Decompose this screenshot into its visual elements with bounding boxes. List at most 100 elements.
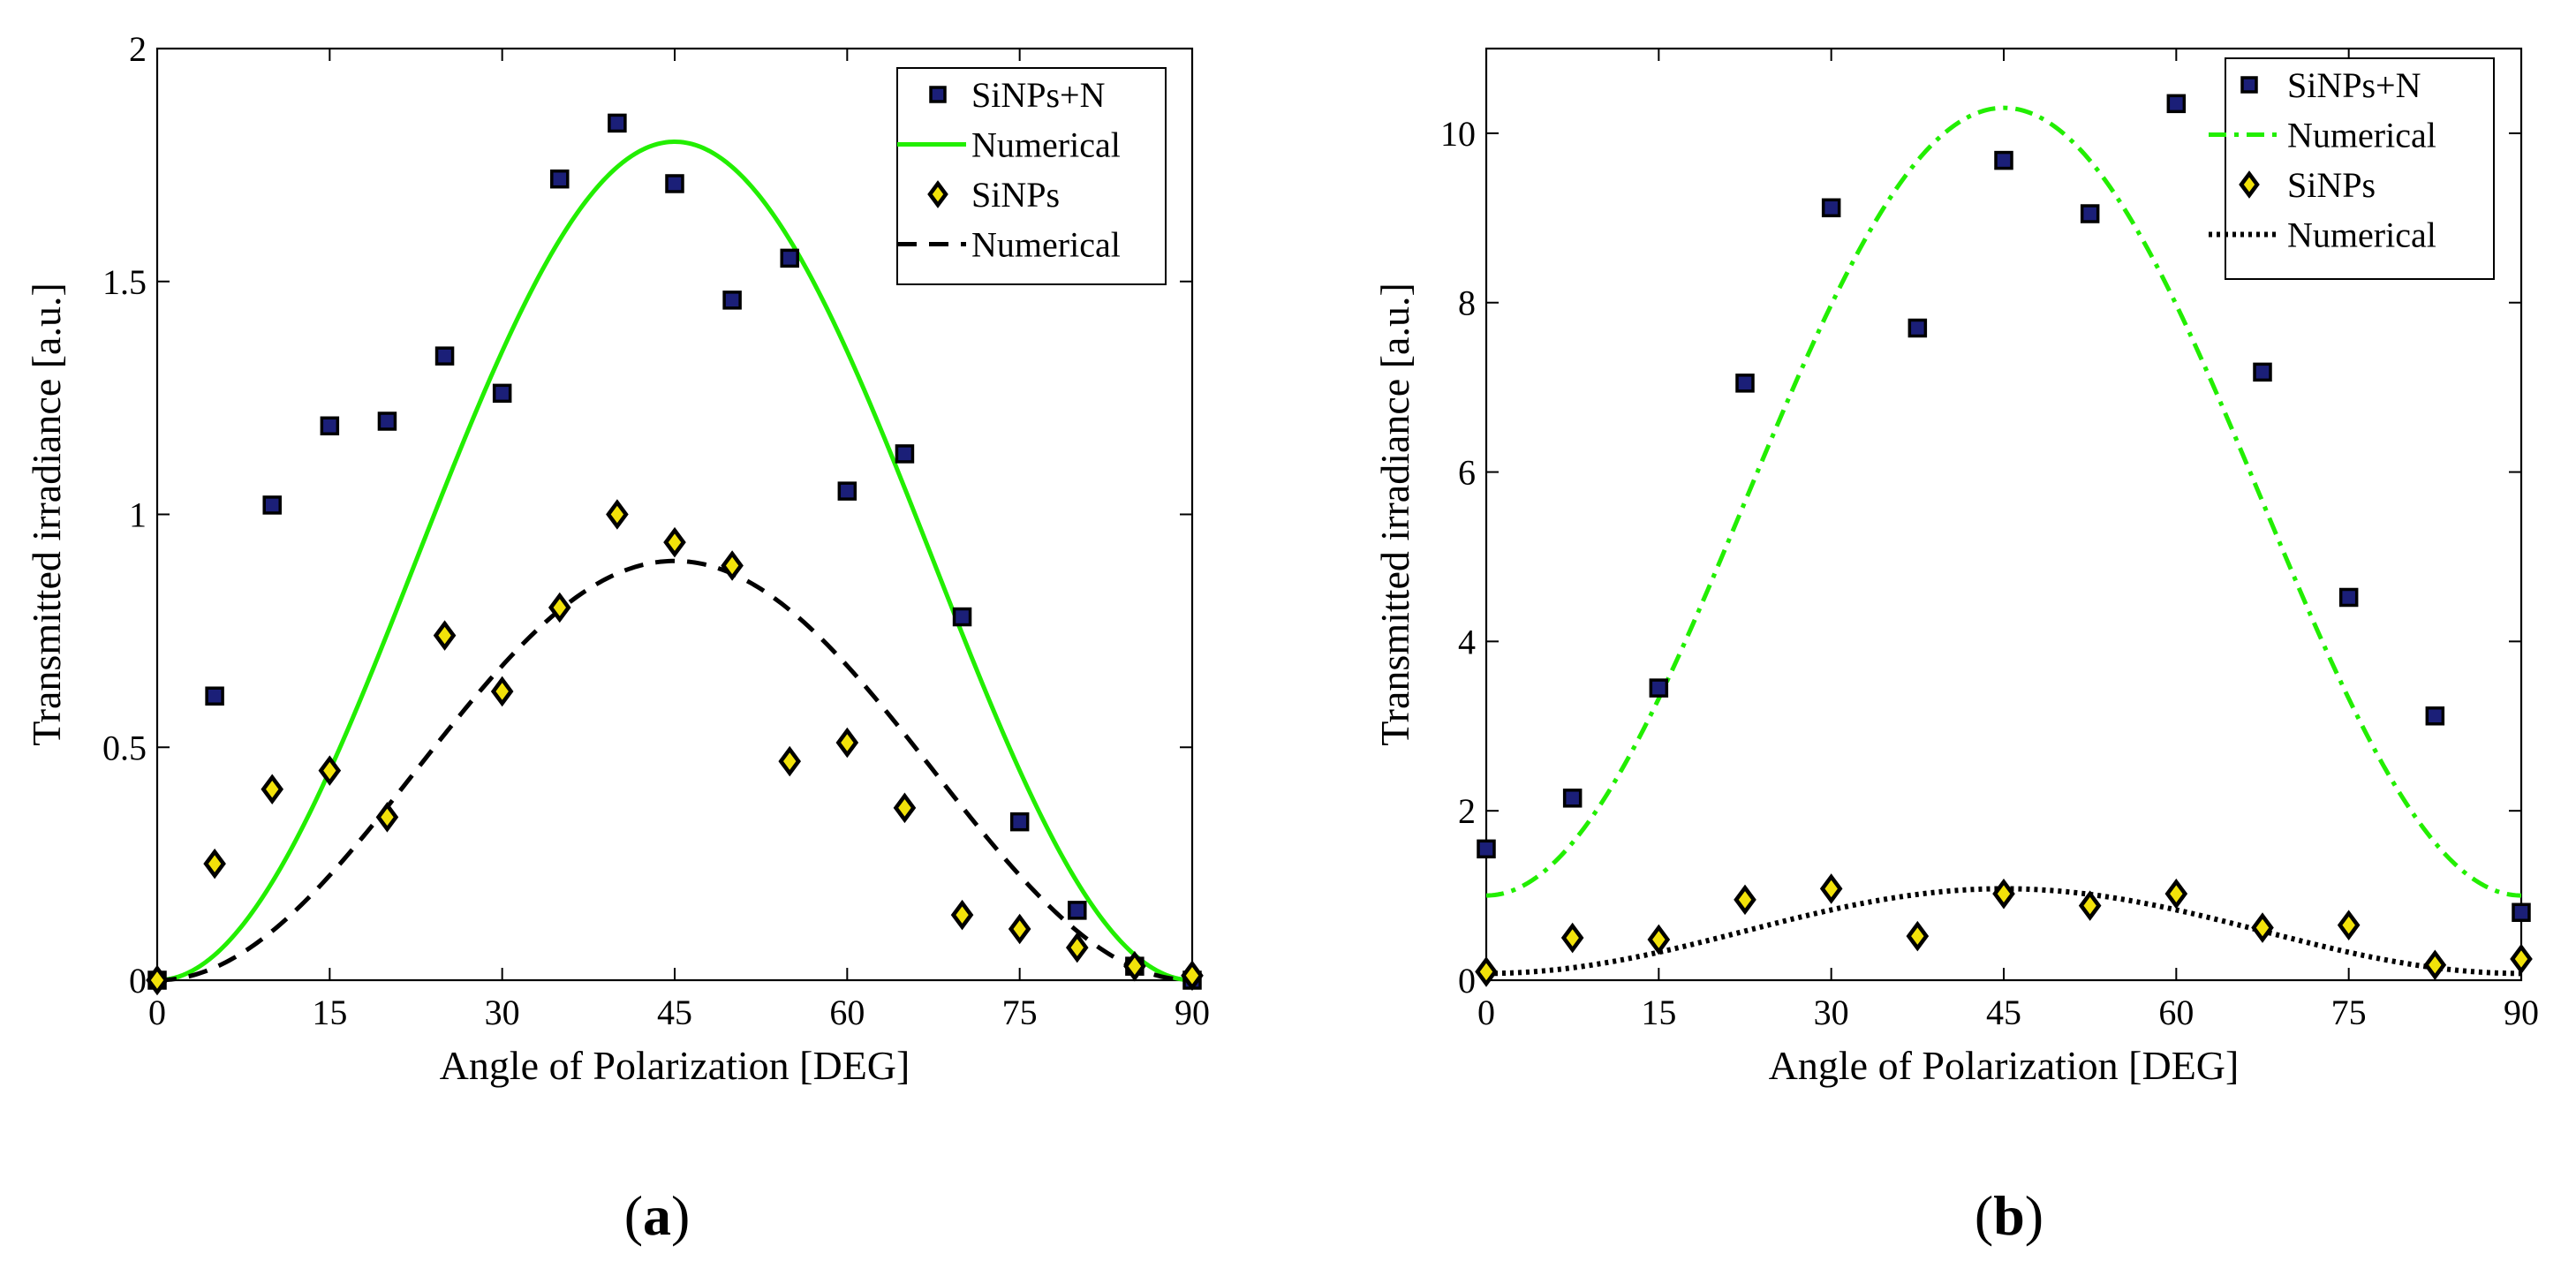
x-tick-label: 0 — [148, 993, 166, 1032]
data-point-diamond — [1181, 960, 1204, 992]
data-point-diamond — [1647, 924, 1671, 955]
y-tick-label: 6 — [1458, 453, 1476, 493]
data-point-square — [780, 248, 799, 268]
chart-a: 0 15 30 45 60 75 90 0 0.5 1 1.5 2 Angle of Polarizat… — [24, 29, 1210, 1247]
legend-label: SiNPs — [2287, 165, 2376, 205]
legend-label: SiNPs — [971, 175, 1060, 215]
x-axis-label: Angle of Polarization [DEG] — [1769, 1043, 2240, 1088]
data-point-square — [492, 383, 512, 404]
y-tick-label: 0 — [129, 961, 147, 1000]
data-point-square — [1907, 318, 1928, 338]
legend-label: SiNPs+N — [2287, 65, 2421, 105]
series-line-1 — [1485, 105, 2522, 898]
data-point-diamond — [2164, 878, 2188, 910]
data-point-square — [665, 174, 684, 193]
y-tick-label: 0 — [1458, 961, 1476, 1000]
x-tick-label: 30 — [1814, 993, 1849, 1032]
data-point-square — [837, 481, 857, 501]
y-tick-label: 8 — [1458, 283, 1476, 323]
data-point-diamond — [1475, 956, 1498, 987]
x-tick-label: 60 — [829, 993, 865, 1032]
y-tick-label: 1.5 — [102, 262, 147, 302]
data-point-square — [262, 495, 282, 515]
y-tick-label: 1 — [129, 495, 147, 535]
x-tick-label: 90 — [2504, 993, 2539, 1032]
data-point-diamond — [606, 499, 629, 530]
data-point-square — [1562, 789, 1583, 808]
data-point-square — [895, 444, 915, 464]
data-point-diamond — [1906, 920, 1930, 952]
data-point-diamond — [2251, 912, 2274, 943]
x-tick-label: 0 — [1477, 993, 1495, 1032]
legend-label: SiNPs+N — [971, 75, 1106, 115]
panel-letter: b — [1993, 1184, 2025, 1247]
x-axis-label: Angle of Polarization [DEG] — [440, 1043, 910, 1088]
data-point-diamond — [203, 848, 226, 880]
data-point-square — [434, 346, 455, 366]
legend-box — [2225, 57, 2495, 280]
data-point-square — [952, 607, 972, 627]
legend-marker-square — [929, 86, 947, 103]
x-tick-label: 60 — [2158, 993, 2194, 1032]
y-axis-label: Transmitted irradiance [a.u.] — [24, 283, 69, 746]
y-tick-label: 10 — [1440, 114, 1476, 154]
data-point-square — [1821, 198, 1841, 218]
data-point-square — [1994, 150, 2013, 170]
data-point-square — [1068, 901, 1087, 920]
data-point-square — [205, 686, 224, 706]
x-tick-label: 45 — [1986, 993, 2021, 1032]
data-point-square — [1009, 812, 1030, 832]
legend-marker-diamond — [927, 180, 948, 208]
data-point-diamond — [893, 792, 917, 824]
data-point-square — [2338, 587, 2359, 608]
data-point-square — [2080, 204, 2100, 223]
data-point-square — [550, 169, 570, 189]
x-tick-label: 90 — [1175, 993, 1210, 1032]
y-tick-label: 4 — [1458, 622, 1476, 661]
data-point-diamond — [1560, 922, 1584, 954]
data-point-square — [2166, 94, 2187, 114]
legend-box — [896, 67, 1167, 285]
legend-label: Numerical — [2287, 215, 2436, 255]
data-point-diamond — [2423, 949, 2447, 981]
x-tick-label: 15 — [1641, 993, 1676, 1032]
legend-label: Numerical — [2287, 116, 2436, 155]
y-axis-label: Transmitted irradiance [a.u.] — [1372, 283, 1417, 746]
data-point-diamond — [2510, 943, 2533, 975]
x-tick-label: 75 — [1002, 993, 1038, 1032]
data-point-diamond — [375, 802, 399, 833]
chart-b: 0 15 30 45 60 75 90 0 2 4 6 8 10 Angle of Polarizatio… — [1372, 47, 2539, 1247]
legend-marker-diamond — [2239, 170, 2260, 199]
legend-label: Numerical — [971, 225, 1121, 265]
x-tick-label: 15 — [312, 993, 347, 1032]
data-point-square — [2253, 362, 2272, 382]
data-point-square — [1649, 678, 1669, 698]
data-point-square — [722, 291, 742, 310]
data-point-diamond — [146, 964, 169, 996]
data-point-diamond — [2337, 910, 2361, 940]
data-point-square — [2425, 706, 2445, 726]
data-point-diamond — [1008, 913, 1031, 945]
data-point-diamond — [1123, 950, 1146, 982]
data-point-diamond — [318, 755, 342, 786]
data-point-diamond — [1819, 873, 1843, 904]
data-point-diamond — [950, 899, 974, 931]
data-point-diamond — [490, 676, 514, 707]
data-point-diamond — [1065, 932, 1089, 963]
panel-label: (a) — [624, 1184, 691, 1247]
data-point-diamond — [778, 745, 802, 777]
data-point-diamond — [261, 774, 284, 805]
data-point-diamond — [663, 526, 686, 558]
data-point-diamond — [548, 592, 571, 623]
series-line-3 — [156, 558, 1193, 983]
panel-letter: a — [643, 1184, 671, 1247]
data-point-square — [377, 412, 397, 431]
data-point-square — [320, 416, 340, 436]
data-point-diamond — [721, 550, 744, 581]
legend-label: Numerical — [971, 125, 1121, 165]
data-point-diamond — [835, 727, 859, 759]
panel-label: (b) — [1975, 1184, 2043, 1247]
y-tick-label: 2 — [129, 29, 147, 69]
x-tick-label: 30 — [485, 993, 520, 1032]
